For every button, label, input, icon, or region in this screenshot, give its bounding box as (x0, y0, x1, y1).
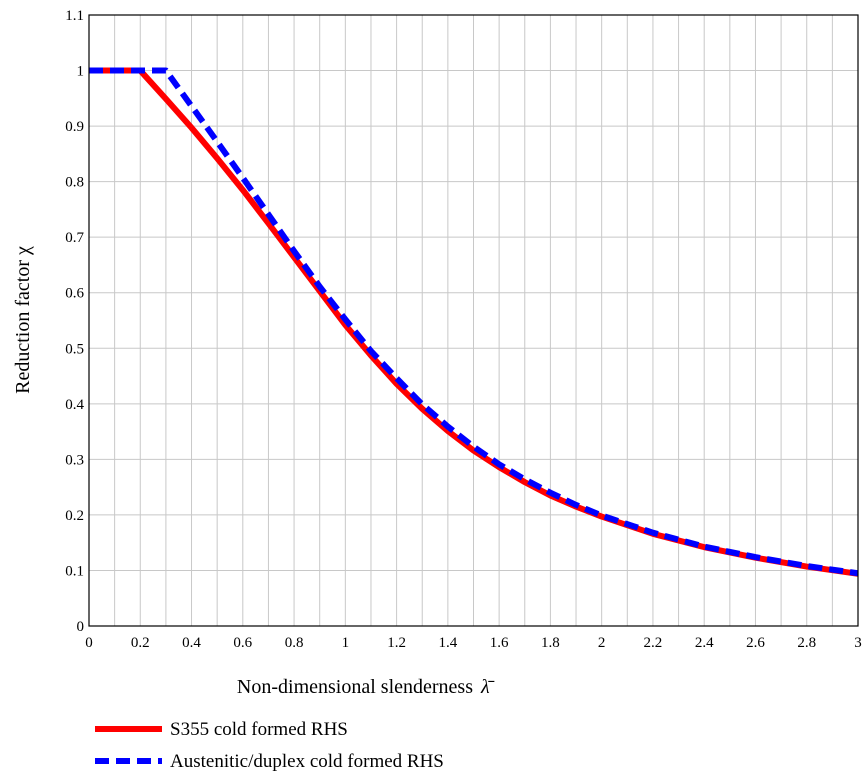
x-tick-label: 0.4 (182, 635, 201, 651)
x-axis-symbol: λ̄ (480, 676, 495, 698)
series-layer (89, 67, 859, 577)
plot-frame (88, 14, 859, 627)
y-tick-label: 0.5 (65, 341, 84, 357)
y-tick-label: 1 (77, 64, 85, 80)
x-tick-label: 0.8 (285, 635, 304, 651)
x-tick-label: 1.2 (387, 635, 406, 651)
x-tick-label: 2.8 (797, 635, 816, 651)
legend-label-s355: S355 cold formed RHS (170, 719, 348, 740)
x-tick-label: 0.2 (131, 635, 150, 651)
legend: S355 cold formed RHS Austenitic/duplex c… (95, 719, 444, 772)
y-tick-label: 0.9 (65, 119, 84, 135)
x-tick-label: 0 (85, 635, 93, 651)
y-tick-label: 0.8 (65, 175, 84, 191)
y-tick-label: 0.6 (65, 286, 84, 302)
y-tick-label: 0 (77, 619, 85, 635)
y-axis-label: Reduction factor χ (12, 246, 34, 394)
x-tick-label: 3 (854, 635, 862, 651)
x-tick-label: 1 (342, 635, 350, 651)
grid (88, 14, 859, 627)
x-tick-label: 1.4 (438, 635, 457, 651)
x-tick-label: 2.2 (644, 635, 663, 651)
x-tick-label: 2 (598, 635, 606, 651)
y-tick-label: 0.4 (65, 397, 84, 413)
y-tick-label: 0.3 (65, 452, 84, 468)
y-tick-labels: 0 0.1 0.2 0.3 0.4 0.5 0.6 0.7 0.8 0.9 1 1.1 (65, 8, 84, 635)
y-tick-label: 1.1 (65, 8, 84, 24)
x-tick-label: 1.6 (490, 635, 509, 651)
x-tick-label: 2.4 (695, 635, 714, 651)
legend-label-austenitic: Austenitic/duplex cold formed RHS (170, 751, 444, 772)
x-tick-label: 0.6 (233, 635, 252, 651)
y-tick-label: 0.1 (65, 563, 84, 579)
x-tick-label: 2.6 (746, 635, 765, 651)
x-tick-labels: 0 0.2 0.4 0.6 0.8 1 1.2 1.4 1.6 1.8 2 2.2 2.4 2.6 2.8 3 (85, 635, 862, 651)
y-tick-label: 0.2 (65, 508, 84, 524)
y-tick-label: 0.7 (65, 230, 84, 246)
series-line-austenitic (89, 67, 859, 577)
x-axis-label: Non-dimensional slenderness (237, 676, 473, 698)
x-tick-label: 1.8 (541, 635, 560, 651)
